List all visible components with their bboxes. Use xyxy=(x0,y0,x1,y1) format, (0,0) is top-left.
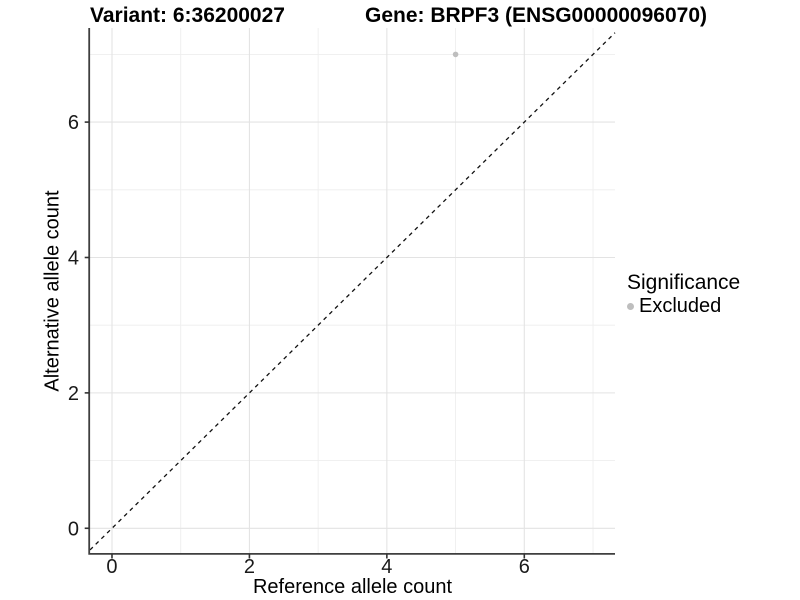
y-tick-label: 0 xyxy=(68,518,79,540)
y-axis-title: Alternative allele count xyxy=(41,190,64,392)
y-tick-label: 4 xyxy=(68,247,79,269)
legend-title: Significance xyxy=(627,271,741,294)
axis-lines xyxy=(88,28,615,555)
plot-title-variant: Variant: 6:36200027 xyxy=(90,4,285,27)
legend-item: Excluded xyxy=(627,295,740,318)
identity-line xyxy=(89,32,616,551)
legend-point-icon xyxy=(627,303,634,310)
y-tick-label: 6 xyxy=(68,112,79,134)
x-tick-label: 0 xyxy=(106,556,117,578)
data-point xyxy=(452,51,459,58)
x-tick-label: 2 xyxy=(244,556,255,578)
x-tick-label: 6 xyxy=(519,556,530,578)
legend-item-label: Excluded xyxy=(639,295,722,317)
y-tick-label: 2 xyxy=(68,383,79,405)
x-axis-title: Reference allele count xyxy=(252,576,452,598)
plot-title-gene: Gene: BRPF3 (ENSG00000096070) xyxy=(365,4,707,27)
legend: Significance Excluded xyxy=(627,272,740,318)
x-tick-label: 4 xyxy=(381,556,392,578)
